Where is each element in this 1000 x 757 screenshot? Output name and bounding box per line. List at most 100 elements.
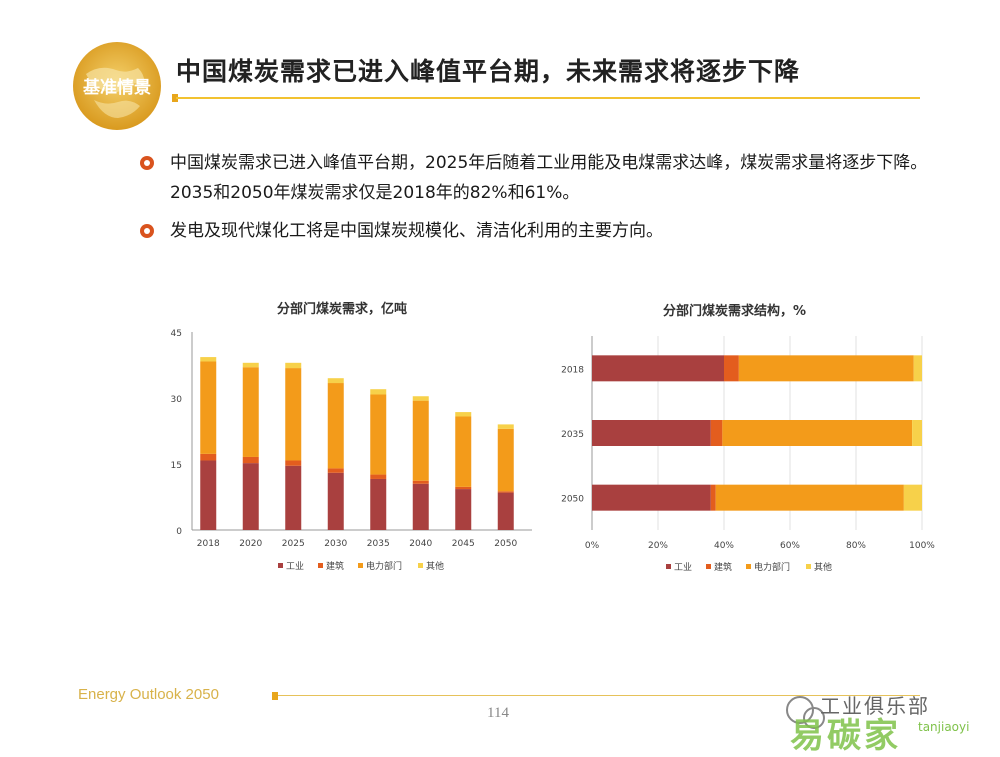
y-tick-label: 15: [171, 461, 182, 471]
watermark-brand: 易碳家: [790, 716, 901, 756]
bar-segment: [592, 355, 724, 382]
bullet-text: 发电及现代煤化工将是中国煤炭规模化、清洁化利用的主要方向。: [170, 221, 663, 241]
legend-swatch: [746, 564, 751, 569]
bullet-list: 中国煤炭需求已进入峰值平台期，2025年后随着工业用能及电煤需求达峰，煤炭需求量…: [140, 148, 930, 254]
bar-segment: [200, 453, 217, 461]
bar-segment: [913, 355, 922, 382]
x-tick-label: 2035: [367, 539, 390, 549]
bar-segment: [285, 362, 302, 369]
x-tick-label: 20%: [648, 541, 668, 551]
bar-segment: [370, 474, 387, 479]
y-tick-label: 0: [176, 527, 182, 537]
logo: 基准情景: [73, 42, 161, 130]
bar-segment: [710, 420, 723, 446]
bar-segment: [912, 420, 922, 446]
logo-text: 基准情景: [82, 77, 151, 98]
left-chart: 0 15 30 45 2018 2020 2025 2030 2035 2040 2045 2050 工…: [171, 329, 532, 572]
bar-segment: [200, 357, 217, 362]
watermark-url: tanjiaoyi: [918, 720, 970, 734]
bar-segment: [592, 484, 711, 511]
page-title: 中国煤炭需求已进入峰值平台期，未来需求将逐步下降: [176, 57, 801, 86]
bullet-text: 中国煤炭需求已进入峰值平台期，2025年后随着工业用能及电煤需求达峰，煤炭需求量…: [170, 153, 928, 203]
x-tick-label: 2040: [409, 539, 432, 549]
bar-segment: [327, 383, 344, 469]
bar-segment: [242, 362, 259, 368]
legend-swatch: [418, 563, 423, 568]
x-tick-label: 2050: [494, 539, 517, 549]
x-tick-label: 2030: [324, 539, 347, 549]
bar-segment: [710, 484, 716, 511]
bar-segment: [412, 396, 429, 401]
y-tick-label: 2035: [561, 430, 584, 440]
y-tick-label: 2050: [561, 495, 584, 505]
bar-segment: [412, 483, 429, 530]
bar-segment: [724, 355, 739, 382]
bar-segment: [455, 486, 472, 490]
bar-segment: [738, 355, 914, 382]
bar-segment: [455, 412, 472, 417]
bullet-item: 发电及现代煤化工将是中国煤炭规模化、清洁化利用的主要方向。: [140, 216, 930, 246]
title-rule-marker: [172, 94, 178, 102]
bar-segment: [497, 492, 514, 530]
bar-segment: [285, 460, 302, 466]
legend-swatch: [318, 563, 323, 568]
x-tick-label: 40%: [714, 541, 734, 551]
left-chart-title: 分部门煤炭需求，亿吨: [277, 302, 408, 317]
bar-segment: [370, 394, 387, 475]
right-chart-title: 分部门煤炭需求结构，%: [663, 304, 807, 319]
bar-segment: [455, 489, 472, 530]
footer-rule-marker: [272, 692, 278, 700]
watermark-text: 工业俱乐部: [820, 694, 930, 718]
bar-segment: [903, 484, 922, 511]
bar-segment: [370, 389, 387, 395]
y-tick-label: 30: [171, 395, 183, 405]
bar-segment: [722, 420, 913, 446]
bar-segment: [285, 465, 302, 530]
legend-label: 电力部门: [366, 560, 402, 572]
x-tick-label: 80%: [846, 541, 866, 551]
legend-label: 工业: [286, 561, 304, 572]
bullet-item: 中国煤炭需求已进入峰值平台期，2025年后随着工业用能及电煤需求达峰，煤炭需求量…: [140, 148, 930, 208]
legend-label: 工业: [674, 562, 692, 573]
legend-swatch: [358, 563, 363, 568]
bullet-icon: [140, 224, 154, 238]
x-tick-label: 2025: [282, 539, 305, 549]
y-tick-label: 2018: [561, 365, 584, 375]
legend-swatch: [666, 564, 671, 569]
x-tick-label: 2045: [452, 539, 475, 549]
bar-segment: [200, 361, 217, 454]
bar-segment: [497, 424, 514, 429]
bar-segment: [242, 463, 259, 530]
x-tick-label: 60%: [780, 541, 800, 551]
legend-label: 建筑: [714, 561, 732, 573]
bar-segment: [412, 480, 429, 484]
page-number: 114: [487, 705, 509, 721]
title-rule: [176, 97, 920, 99]
bar-segment: [200, 460, 217, 530]
bar-segment: [592, 420, 711, 446]
bar-segment: [242, 367, 259, 457]
bar-segment: [242, 456, 259, 464]
watermark-logo-icon: [786, 696, 825, 729]
legend-swatch: [706, 564, 711, 569]
x-tick-label: 0%: [585, 541, 600, 551]
bar-segment: [327, 378, 344, 384]
bar-segment: [715, 484, 904, 511]
bar-segment: [285, 368, 302, 461]
bar-segment: [327, 472, 344, 530]
legend-label: 电力部门: [754, 561, 790, 573]
legend-label: 其他: [814, 561, 832, 573]
bullet-icon: [140, 156, 154, 170]
footer-brand: Energy Outlook 2050: [78, 686, 219, 703]
footer-rule: [278, 695, 920, 696]
bar-segment: [327, 468, 344, 473]
x-tick-label: 2020: [239, 539, 262, 549]
x-tick-label: 100%: [909, 541, 935, 551]
x-tick-label: 2018: [197, 539, 220, 549]
bar-segment: [370, 478, 387, 530]
legend-label: 其他: [426, 560, 444, 572]
y-tick-label: 45: [171, 329, 182, 339]
legend-swatch: [278, 563, 283, 568]
bar-segment: [455, 416, 472, 487]
right-chart: 0% 20% 40% 60% 80% 100% 2018 2035 2050 工业 建筑 电力部门 其他: [561, 336, 935, 573]
